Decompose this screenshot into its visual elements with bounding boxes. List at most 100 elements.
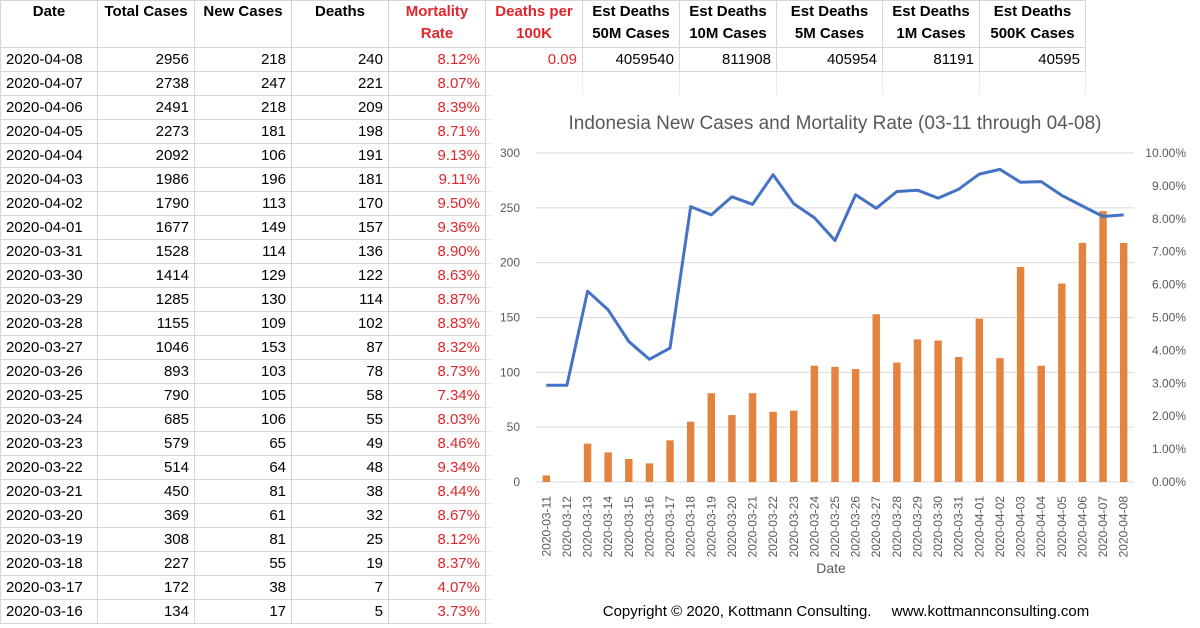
- mortality-rate-cell[interactable]: 8.73%: [388, 359, 486, 384]
- column-header[interactable]: Est Deaths 1M Cases: [882, 0, 980, 48]
- deaths-cell[interactable]: 48: [291, 455, 389, 480]
- new-cases-cell[interactable]: 196: [194, 167, 292, 192]
- mortality-rate-cell[interactable]: 8.03%: [388, 407, 486, 432]
- date-cell[interactable]: 2020-03-22: [0, 455, 98, 480]
- date-cell[interactable]: 2020-03-17: [0, 575, 98, 600]
- column-header[interactable]: Est Deaths 5M Cases: [776, 0, 883, 48]
- mortality-rate-cell[interactable]: 8.37%: [388, 551, 486, 576]
- date-cell[interactable]: 2020-03-20: [0, 503, 98, 528]
- total-cases-cell[interactable]: 2956: [97, 47, 195, 72]
- empty-cell[interactable]: [776, 71, 883, 96]
- new-cases-cell[interactable]: 38: [194, 575, 292, 600]
- deaths-cell[interactable]: 78: [291, 359, 389, 384]
- empty-cell[interactable]: [485, 71, 583, 96]
- total-cases-cell[interactable]: 2273: [97, 119, 195, 144]
- total-cases-cell[interactable]: 790: [97, 383, 195, 408]
- deaths-cell[interactable]: 170: [291, 191, 389, 216]
- date-cell[interactable]: 2020-03-28: [0, 311, 98, 336]
- mortality-rate-cell[interactable]: 8.90%: [388, 239, 486, 264]
- deaths-cell[interactable]: 136: [291, 239, 389, 264]
- deaths-cell[interactable]: 240: [291, 47, 389, 72]
- total-cases-cell[interactable]: 1528: [97, 239, 195, 264]
- column-header[interactable]: Est Deaths 50M Cases: [582, 0, 680, 48]
- total-cases-cell[interactable]: 134: [97, 599, 195, 624]
- mortality-rate-cell[interactable]: 8.07%: [388, 71, 486, 96]
- new-cases-cell[interactable]: 130: [194, 287, 292, 312]
- new-cases-cell[interactable]: 114: [194, 239, 292, 264]
- date-cell[interactable]: 2020-03-23: [0, 431, 98, 456]
- new-cases-cell[interactable]: 55: [194, 551, 292, 576]
- mortality-rate-cell[interactable]: 8.39%: [388, 95, 486, 120]
- total-cases-cell[interactable]: 893: [97, 359, 195, 384]
- new-cases-cell[interactable]: 149: [194, 215, 292, 240]
- chart-area[interactable]: Indonesia New Cases and Mortality Rate (…: [492, 95, 1200, 598]
- date-cell[interactable]: 2020-04-06: [0, 95, 98, 120]
- deaths-cell[interactable]: 19: [291, 551, 389, 576]
- est-deaths-5m-cell[interactable]: 405954: [776, 47, 883, 72]
- mortality-rate-cell[interactable]: 8.71%: [388, 119, 486, 144]
- total-cases-cell[interactable]: 2738: [97, 71, 195, 96]
- new-cases-cell[interactable]: 218: [194, 95, 292, 120]
- new-cases-cell[interactable]: 113: [194, 191, 292, 216]
- date-cell[interactable]: 2020-04-02: [0, 191, 98, 216]
- new-cases-cell[interactable]: 105: [194, 383, 292, 408]
- new-cases-cell[interactable]: 153: [194, 335, 292, 360]
- date-cell[interactable]: 2020-04-01: [0, 215, 98, 240]
- total-cases-cell[interactable]: 172: [97, 575, 195, 600]
- date-cell[interactable]: 2020-03-26: [0, 359, 98, 384]
- new-cases-cell[interactable]: 61: [194, 503, 292, 528]
- column-header[interactable]: Deaths per 100K: [485, 0, 583, 48]
- date-cell[interactable]: 2020-04-07: [0, 71, 98, 96]
- deaths-cell[interactable]: 32: [291, 503, 389, 528]
- new-cases-cell[interactable]: 65: [194, 431, 292, 456]
- deaths-cell[interactable]: 191: [291, 143, 389, 168]
- new-cases-cell[interactable]: 106: [194, 143, 292, 168]
- date-cell[interactable]: 2020-03-27: [0, 335, 98, 360]
- total-cases-cell[interactable]: 685: [97, 407, 195, 432]
- empty-cell[interactable]: [582, 71, 680, 96]
- date-cell[interactable]: 2020-03-19: [0, 527, 98, 552]
- deaths-cell[interactable]: 87: [291, 335, 389, 360]
- deaths-cell[interactable]: 122: [291, 263, 389, 288]
- column-header[interactable]: Date: [0, 0, 98, 48]
- mortality-rate-cell[interactable]: 8.67%: [388, 503, 486, 528]
- total-cases-cell[interactable]: 2092: [97, 143, 195, 168]
- total-cases-cell[interactable]: 1155: [97, 311, 195, 336]
- column-header[interactable]: Mortality Rate: [388, 0, 486, 48]
- mortality-rate-cell[interactable]: 7.34%: [388, 383, 486, 408]
- total-cases-cell[interactable]: 1414: [97, 263, 195, 288]
- deaths-cell[interactable]: 114: [291, 287, 389, 312]
- date-cell[interactable]: 2020-03-18: [0, 551, 98, 576]
- mortality-rate-cell[interactable]: 8.12%: [388, 47, 486, 72]
- date-cell[interactable]: 2020-04-03: [0, 167, 98, 192]
- new-cases-cell[interactable]: 103: [194, 359, 292, 384]
- deaths-cell[interactable]: 102: [291, 311, 389, 336]
- column-header[interactable]: Total Cases: [97, 0, 195, 48]
- new-cases-cell[interactable]: 129: [194, 263, 292, 288]
- total-cases-cell[interactable]: 1046: [97, 335, 195, 360]
- total-cases-cell[interactable]: 1986: [97, 167, 195, 192]
- deaths-cell[interactable]: 38: [291, 479, 389, 504]
- mortality-rate-cell[interactable]: 8.83%: [388, 311, 486, 336]
- deaths-cell[interactable]: 221: [291, 71, 389, 96]
- new-cases-cell[interactable]: 106: [194, 407, 292, 432]
- date-cell[interactable]: 2020-03-16: [0, 599, 98, 624]
- date-cell[interactable]: 2020-04-08: [0, 47, 98, 72]
- date-cell[interactable]: 2020-03-29: [0, 287, 98, 312]
- est-deaths-50m-cell[interactable]: 4059540: [582, 47, 680, 72]
- total-cases-cell[interactable]: 227: [97, 551, 195, 576]
- deaths-cell[interactable]: 209: [291, 95, 389, 120]
- total-cases-cell[interactable]: 1285: [97, 287, 195, 312]
- empty-cell[interactable]: [979, 71, 1086, 96]
- empty-cell[interactable]: [882, 71, 980, 96]
- new-cases-cell[interactable]: 81: [194, 527, 292, 552]
- column-header[interactable]: Est Deaths 10M Cases: [679, 0, 777, 48]
- mortality-rate-cell[interactable]: 4.07%: [388, 575, 486, 600]
- deaths-cell[interactable]: 157: [291, 215, 389, 240]
- new-cases-cell[interactable]: 218: [194, 47, 292, 72]
- total-cases-cell[interactable]: 308: [97, 527, 195, 552]
- mortality-rate-cell[interactable]: 8.87%: [388, 287, 486, 312]
- mortality-rate-cell[interactable]: 8.44%: [388, 479, 486, 504]
- new-cases-cell[interactable]: 17: [194, 599, 292, 624]
- total-cases-cell[interactable]: 2491: [97, 95, 195, 120]
